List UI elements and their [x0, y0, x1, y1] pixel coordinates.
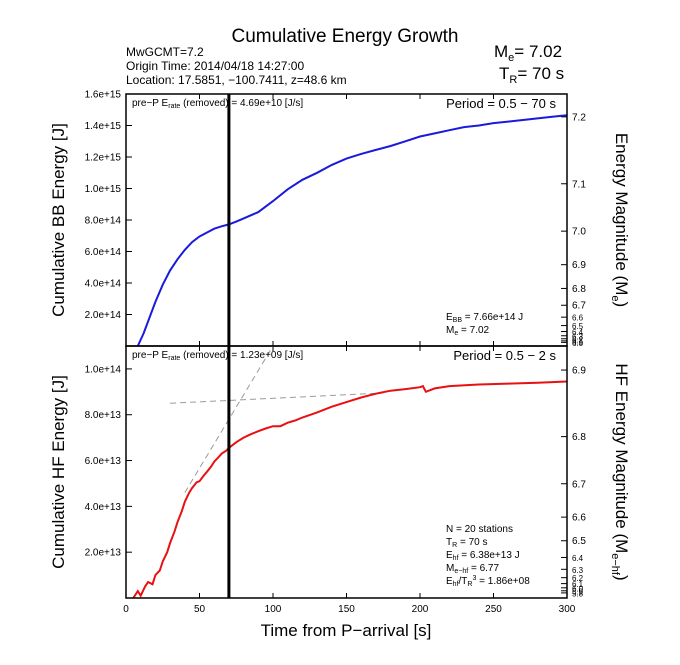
- hf-y2-tick-label: 6.3: [572, 566, 584, 575]
- hf-y2-tick-label: 6.5: [572, 536, 586, 547]
- event-origin-time: Origin Time: 2014/04/18 14:27:00: [126, 59, 304, 73]
- event-location: Location: 17.5851, −100.7411, z=48.6 km: [126, 73, 347, 87]
- bb-y2-tick-label: 6.4: [572, 328, 584, 337]
- bb-ebb-annotation: EBB = 7.66e+14 J: [446, 312, 523, 324]
- bb-y2-tick-label: 6.6: [572, 314, 584, 323]
- hf-plot-frame: [125, 345, 568, 599]
- x-tick-label: 100: [265, 604, 282, 615]
- figure-title: Cumulative Energy Growth: [231, 26, 458, 47]
- hf-y-tick-label: 6.0e+13: [85, 456, 122, 467]
- bb-y2-axis-label: Energy Magnitude (Me): [609, 133, 631, 307]
- hf-y-tick-label: 4.0e+13: [85, 502, 122, 513]
- hf-y-axis-label: Cumulative HF Energy [J]: [49, 375, 68, 569]
- me-summary: Me= 7.02: [494, 42, 562, 64]
- bb-y-tick-label: 1.2e+15: [85, 153, 122, 164]
- hf-period-label: Period = 0.5 − 2 s: [453, 348, 556, 363]
- bb-y2-tick-label: 6.8: [572, 284, 586, 295]
- hf-y-tick-label: 2.0e+13: [85, 548, 122, 559]
- bb-y2-tick-label: 6.5: [572, 322, 584, 331]
- x-tick-label: 250: [485, 604, 502, 615]
- bb-y2-tick-label: 7.0: [572, 227, 586, 238]
- hf-y2-tick-label: 6.4: [572, 554, 584, 563]
- bb-y2-tick-label: 6.9: [572, 260, 586, 271]
- bb-y-tick-label: 8.0e+14: [85, 216, 122, 227]
- bb-energy-series: [136, 114, 568, 347]
- hf-y-tick-label: 8.0e+13: [85, 410, 122, 421]
- bb-y2-tick-label: 7.2: [572, 112, 586, 123]
- x-tick-label: 300: [559, 604, 576, 615]
- hf-y2-tick-label: 6.2: [572, 574, 584, 583]
- bb-y-tick-label: 1.0e+15: [85, 184, 122, 195]
- hf-energy-panel: 2.0e+13 4.0e+13 6.0e+13 8.0e+13 1.0e+14 6.5 6.…: [49, 345, 631, 640]
- x-tick-label: 150: [338, 604, 355, 615]
- hf-prep-annotation: pre−P Erate (removed) = 1.23e+09 [J/s]: [132, 350, 303, 362]
- bb-y2-tick-label: 6.0: [572, 339, 584, 348]
- bb-y2-tick-label: 7.1: [572, 179, 586, 190]
- hf-n-stations: N = 20 stations: [446, 524, 513, 535]
- bb-y2-tick-label: 6.1: [572, 337, 584, 346]
- bb-y2-tick-label: 6.2: [572, 335, 584, 344]
- x-tick-label: 0: [123, 604, 129, 615]
- bb-y-tick-label: 1.6e+15: [85, 90, 122, 101]
- bb-y-tick-label: 1.4e+15: [85, 121, 122, 132]
- x-axis-label: Time from P−arrival [s]: [261, 621, 432, 640]
- tr-summary: TR= 70 s: [499, 64, 564, 86]
- bb-period-label: Period = 0.5 − 70 s: [446, 96, 556, 111]
- hf-y2-tick-label: 6.0: [572, 584, 584, 593]
- hf-energy-series: [132, 380, 568, 599]
- bb-y2-tick-label: 6.3: [572, 332, 584, 341]
- hf-y2-tick-label: 5.8: [572, 589, 584, 598]
- hf-y2-tick-label: 5.9: [572, 587, 584, 596]
- hf-y2-tick-label: 6.9: [572, 366, 586, 377]
- bb-y-tick-label: 4.0e+14: [85, 279, 122, 290]
- bb-y-tick-label: 2.0e+14: [85, 310, 122, 321]
- bb-prep-annotation: pre−P Erate (removed) = 4.69e+10 [J/s]: [132, 98, 303, 110]
- hf-y2-axis-label: HF Energy Magnitude (Me−hf): [609, 363, 631, 580]
- hf-y2-tick-label: 6.1: [572, 580, 584, 589]
- hf-y-tick-label: 1.0e+14: [85, 364, 122, 375]
- bb-plot-frame: [125, 93, 568, 347]
- hf-guide-line: [170, 392, 384, 404]
- hf-y2-tick-label: 6.6: [572, 513, 586, 524]
- bb-y-tick-label: 6.0e+14: [85, 247, 122, 258]
- hf-tr-annotation: TR = 70 s: [446, 537, 487, 549]
- hf-ehf-annotation: Ehf = 6.38e+13 J: [446, 550, 520, 562]
- event-magnitude: MwGCMT=7.2: [126, 45, 204, 59]
- x-tick-label: 200: [412, 604, 429, 615]
- bb-me-annotation: Me = 7.02: [446, 325, 490, 337]
- hf-ratio-annotation: Ehf/TR3 = 1.86e+08: [446, 575, 530, 588]
- bb-energy-panel: 2.0e+14 4.0e+14 6.0e+14 8.0e+14 1.0e+15 1.2e+…: [49, 90, 631, 348]
- bb-y-axis-label: Cumulative BB Energy [J]: [49, 123, 68, 317]
- hf-y2-tick-label: 6.8: [572, 432, 586, 443]
- hf-y2-tick-label: 6.7: [572, 479, 586, 490]
- x-tick-label: 50: [194, 604, 206, 615]
- bb-y2-tick-label: 6.7: [572, 301, 586, 312]
- hf-mehf-annotation: Me−hf = 6.77: [446, 563, 499, 575]
